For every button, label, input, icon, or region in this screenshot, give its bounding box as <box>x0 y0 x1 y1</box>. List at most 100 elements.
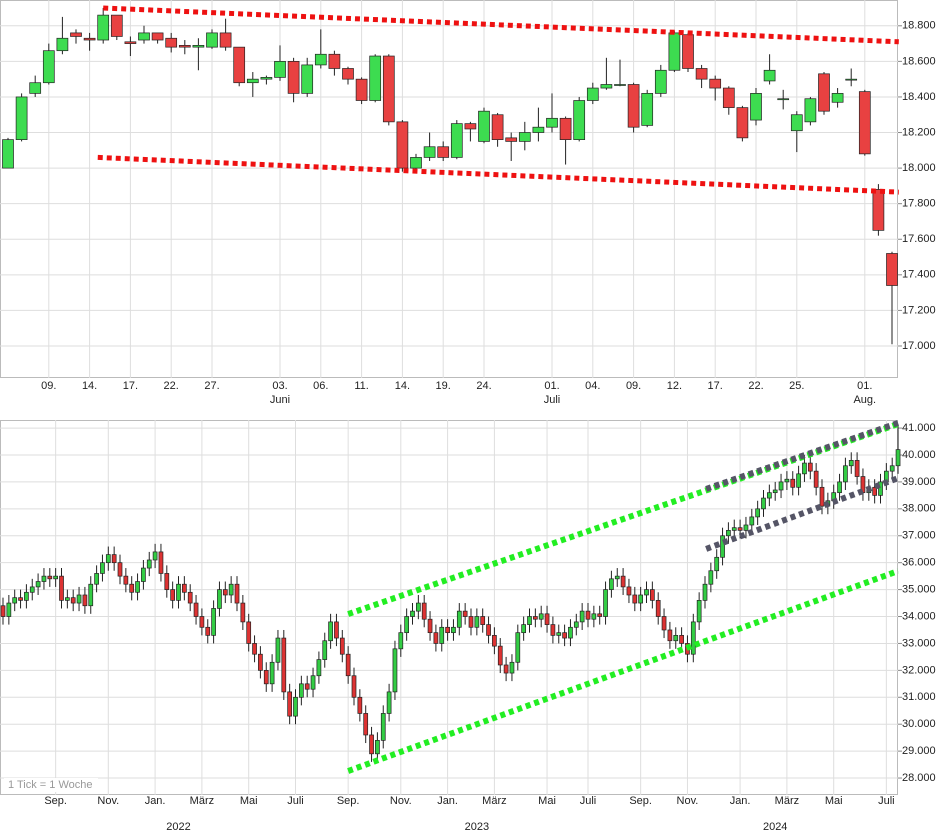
x-secondary-label: 2024 <box>763 821 787 833</box>
x-tick-label: Nov. <box>390 795 412 807</box>
candle-body <box>641 93 654 126</box>
candle-body <box>878 481 883 496</box>
candle-body <box>70 32 82 37</box>
x-tick-label: 06. <box>313 380 328 392</box>
candle-body <box>731 527 737 531</box>
candle-body <box>550 624 556 636</box>
x-tick-label: 19. <box>436 380 451 392</box>
candle-body <box>410 610 415 617</box>
candle-body <box>722 87 735 108</box>
x-tick-label: Juli <box>580 795 597 807</box>
y-tick-label: 30.000 <box>902 718 936 730</box>
candle-body <box>287 61 300 94</box>
candle-body <box>480 616 486 625</box>
candle-body <box>886 253 898 286</box>
candle-body <box>872 189 885 231</box>
candle-body <box>117 562 123 577</box>
x-tick-label: Sep. <box>337 795 360 807</box>
candle-body <box>165 37 178 48</box>
candle-body <box>743 524 749 531</box>
x-tick-label: 09. <box>626 380 641 392</box>
x-tick-label: Nov. <box>677 795 699 807</box>
x-tick-label: März <box>482 795 506 807</box>
x-tick-label: 25. <box>789 380 804 392</box>
candle-body <box>505 137 518 142</box>
candle-body <box>41 575 47 582</box>
trendline <box>705 475 900 552</box>
candle-body <box>105 554 111 564</box>
candle-body <box>778 481 784 491</box>
y-tick-label: 38.000 <box>902 503 936 515</box>
annotation: 1 Tick = 1 Woche <box>8 779 92 791</box>
candle-body <box>70 597 76 604</box>
candle-body <box>696 600 702 623</box>
candle-body <box>497 645 503 666</box>
x-tick-label: 01. <box>857 380 872 392</box>
x-tick-label: 14. <box>395 380 410 392</box>
candle-body <box>182 583 187 593</box>
candle-body <box>97 14 110 41</box>
x-tick-label: Jan. <box>730 795 751 807</box>
candle-body <box>714 556 720 572</box>
candle-body <box>56 37 69 52</box>
candle-body <box>246 621 252 644</box>
candle-body <box>749 516 755 526</box>
candle-body <box>573 100 586 140</box>
candle-body <box>679 635 684 644</box>
candle-body <box>682 34 694 69</box>
candle-body <box>644 589 649 596</box>
candle-body <box>234 583 240 604</box>
x-tick-label: Juli <box>287 795 304 807</box>
candle-body <box>193 602 199 617</box>
y-tick-label: 29.000 <box>902 745 936 757</box>
trendline <box>97 154 899 195</box>
y-tick-label: 18.000 <box>902 162 936 174</box>
candle-body <box>314 53 327 66</box>
candle-body <box>720 535 725 558</box>
candle-body <box>649 589 655 601</box>
y-tick-label: 17.600 <box>902 233 936 245</box>
candle-body <box>386 691 392 714</box>
candle-body <box>737 527 743 531</box>
candle-body <box>600 84 613 89</box>
candle-body <box>316 659 322 677</box>
candle-body <box>199 616 205 628</box>
candle-body <box>382 55 395 123</box>
candle-body <box>439 626 445 644</box>
candle-body <box>310 675 316 690</box>
candle-body <box>260 77 273 80</box>
candle-body <box>843 465 848 483</box>
candle-body <box>152 551 158 561</box>
candle-body <box>491 114 504 140</box>
x-secondary-label: Juni <box>270 394 290 406</box>
candle-body <box>351 675 357 698</box>
x-tick-label: Nov. <box>97 795 119 807</box>
candle-body <box>872 486 878 496</box>
y-tick-label: 34.000 <box>902 610 936 622</box>
candle-body <box>274 61 286 78</box>
x-tick-label: Mai <box>538 795 556 807</box>
candle-body <box>404 616 409 634</box>
candle-body <box>304 683 310 690</box>
candle-body <box>151 32 164 41</box>
x-tick-label: 11. <box>354 380 368 392</box>
candle-body <box>755 508 761 518</box>
candle-body <box>357 696 363 714</box>
candle-body <box>6 602 12 617</box>
trendline <box>103 5 899 45</box>
candle-body <box>690 621 696 655</box>
candle-body <box>854 460 860 477</box>
x-tick-label: 03. <box>272 380 287 392</box>
candle-body <box>18 597 23 601</box>
candle-body <box>802 462 807 475</box>
candle-body <box>848 460 854 467</box>
x-tick-label: 22. <box>164 380 179 392</box>
candle-body <box>12 597 18 604</box>
candle-body <box>355 78 368 101</box>
candle-body <box>532 616 538 620</box>
x-tick-label: Sep. <box>44 795 67 807</box>
candle-body <box>233 46 246 84</box>
y-tick-label: 37.000 <box>902 530 936 542</box>
x-secondary-label: 2023 <box>465 821 489 833</box>
